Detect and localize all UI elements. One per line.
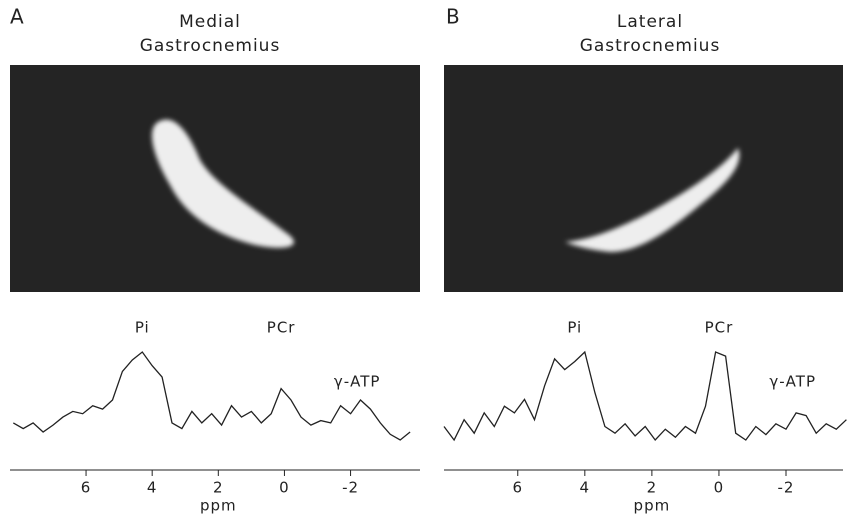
- x-tick-label: 0: [279, 479, 290, 497]
- x-tick-label: -2: [778, 479, 795, 497]
- peak-label: γ-ATP: [769, 373, 816, 391]
- panel-title: Gastrocnemius: [580, 36, 721, 56]
- spectrum-line: [443, 350, 847, 442]
- x-tick-label: -2: [342, 479, 359, 497]
- x-tick-label: 2: [647, 479, 658, 497]
- image-b: [444, 65, 843, 292]
- x-tick-label: 4: [147, 479, 158, 497]
- x-axis-label: ppm: [200, 497, 237, 515]
- peak-label: Pi: [135, 319, 150, 337]
- panel-label: B: [446, 5, 461, 29]
- x-tick-label: 4: [580, 479, 591, 497]
- peak-label: PCr: [267, 319, 296, 337]
- panel-title: Lateral: [617, 12, 683, 32]
- x-tick-label: 0: [714, 479, 725, 497]
- image-a: [10, 65, 420, 292]
- peak-label: Pi: [567, 319, 582, 337]
- x-tick-label: 6: [81, 479, 92, 497]
- x-tick-label: 2: [213, 479, 224, 497]
- x-tick-label: 6: [512, 479, 523, 497]
- spectrum-line: [12, 351, 411, 441]
- peak-label: γ-ATP: [334, 373, 381, 391]
- x-axis-label: ppm: [634, 497, 671, 515]
- panel-label: A: [10, 5, 25, 29]
- panel-title: Gastrocnemius: [140, 36, 281, 56]
- panel-title: Medial: [179, 12, 241, 32]
- peak-label: PCr: [705, 319, 734, 337]
